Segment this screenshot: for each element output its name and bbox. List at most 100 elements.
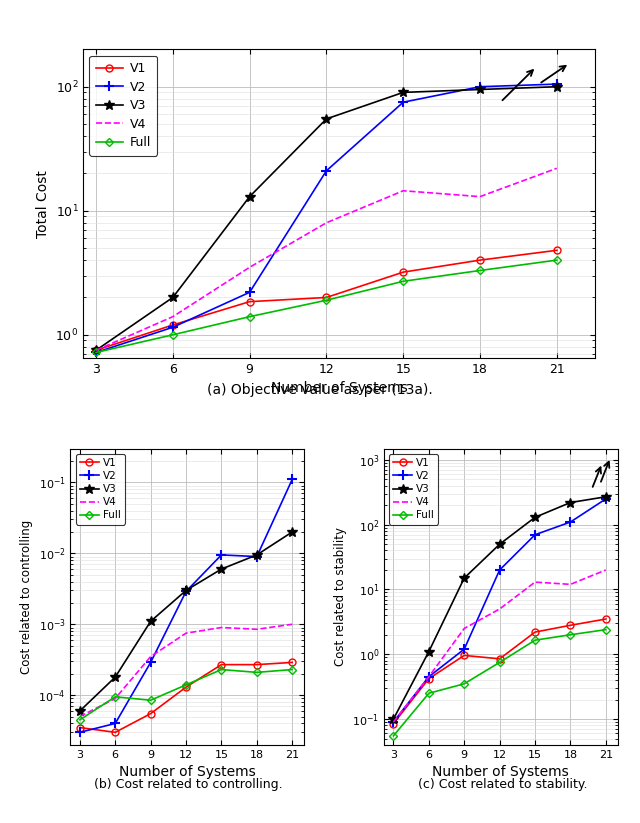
V1 [169,320,177,330]
V3 [92,346,100,356]
V3 [147,616,154,626]
Y-axis label: Cost related to controlling: Cost related to controlling [20,519,33,674]
V4 [496,604,504,614]
V2 [246,287,253,297]
Full [399,277,407,286]
V1 [390,718,397,728]
X-axis label: Number of Systems: Number of Systems [271,381,408,395]
V3 [253,550,260,560]
Line: V3: V3 [75,527,297,716]
Line: V4: V4 [394,570,606,722]
Full [111,692,119,702]
V1 [147,709,154,718]
V1 [476,255,484,265]
V1 [111,728,119,737]
Line: V4: V4 [96,168,557,351]
V2 [111,718,119,728]
V4 [323,218,330,228]
V2 [182,587,190,597]
V2 [399,97,407,107]
V1 [289,658,296,667]
Full [496,658,504,667]
Line: Full: Full [390,627,609,738]
Line: V3: V3 [388,492,611,724]
V2 [425,672,433,681]
V3 [496,539,504,549]
V4 [602,565,610,575]
Line: Full: Full [77,667,295,723]
V2 [476,81,484,91]
Full [476,266,484,276]
X-axis label: Number of Systems: Number of Systems [119,765,255,779]
V1 [399,267,407,277]
V1 [602,614,610,624]
Full [218,665,225,675]
Line: V2: V2 [75,475,297,737]
V1 [460,650,468,660]
V2 [169,323,177,332]
V3 [111,672,119,682]
V1 [496,654,504,664]
Line: V3: V3 [91,81,562,356]
V3 [566,498,574,508]
V1 [553,245,561,255]
Full [390,731,397,741]
Full [92,347,100,357]
V4 [399,186,407,196]
Legend: V1, V2, V3, V4, Full: V1, V2, V3, V4, Full [389,453,438,524]
V1 [246,297,253,307]
Full [602,625,610,635]
V3 [169,292,177,302]
V1 [182,682,190,692]
V3 [602,492,610,502]
V4 [289,620,296,630]
V4 [169,312,177,322]
V3 [390,714,397,724]
V1 [76,723,84,732]
V4 [390,717,397,727]
Line: V1: V1 [93,247,560,354]
V4 [253,625,260,635]
V2 [147,658,154,667]
V2 [390,717,397,727]
Full [531,635,539,645]
V3 [289,527,296,537]
V1 [218,660,225,670]
Line: V1: V1 [76,659,296,736]
V4 [147,652,154,662]
Full [169,330,177,340]
V1 [92,346,100,356]
V3 [218,564,225,574]
V4 [566,579,574,589]
V3 [476,85,484,95]
Full [253,667,260,677]
V2 [553,79,561,89]
Text: (a) Objective value as per (13a).: (a) Objective value as per (13a). [207,383,433,397]
V3 [425,647,433,657]
V1 [531,627,539,637]
V4 [92,346,100,356]
V3 [399,87,407,97]
Full [425,688,433,698]
V4 [246,263,253,272]
V2 [253,551,260,561]
Full [553,255,561,265]
V2 [218,550,225,560]
V1 [425,674,433,684]
V2 [566,517,574,527]
Y-axis label: Cost related to stability: Cost related to stability [333,528,347,666]
V3 [76,706,84,716]
Line: V1: V1 [390,616,609,727]
Line: Full: Full [93,258,559,356]
V4 [425,672,433,681]
Legend: V1, V2, V3, V4, Full: V1, V2, V3, V4, Full [76,453,125,524]
Y-axis label: Total Cost: Total Cost [36,170,50,238]
Full [289,665,296,675]
V2 [323,166,330,176]
Full [566,630,574,639]
Full [460,679,468,689]
Full [76,715,84,725]
Line: V4: V4 [80,625,292,717]
V2 [289,475,296,485]
V1 [253,660,260,670]
